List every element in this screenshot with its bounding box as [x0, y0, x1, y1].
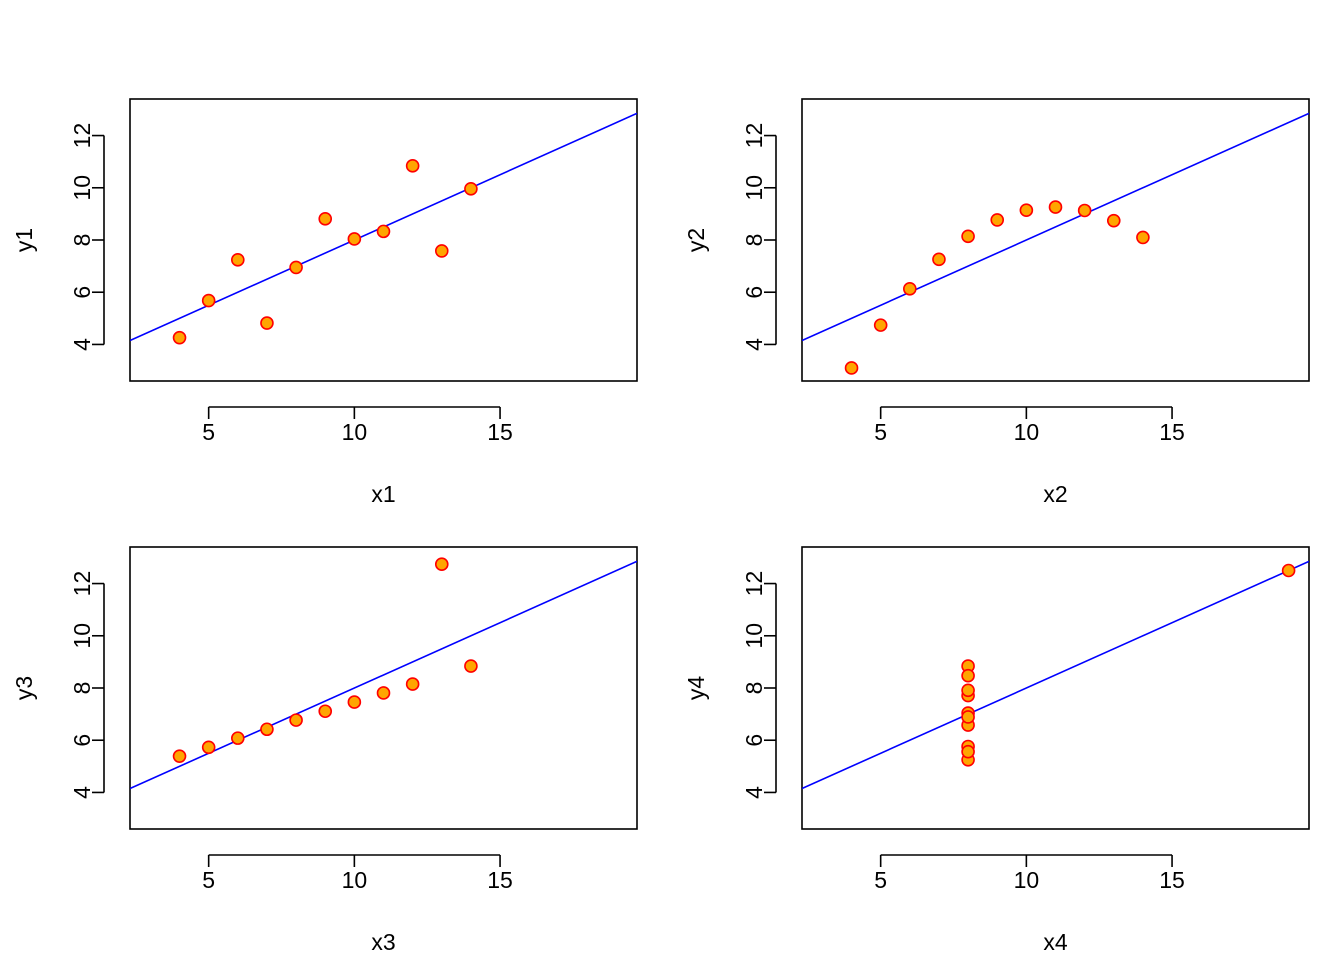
plot-frame	[129, 546, 638, 830]
y-tick-label: 10	[741, 175, 767, 201]
data-point	[1048, 200, 1063, 214]
data-point	[961, 683, 975, 698]
data-point	[903, 282, 917, 296]
y-axis-label: y4	[683, 676, 709, 701]
x-tick-label: 5	[874, 867, 887, 893]
data-point	[961, 229, 975, 244]
data-point	[318, 212, 333, 226]
data-point	[844, 361, 859, 375]
x-tick-label: 5	[874, 419, 887, 445]
data-point	[376, 224, 391, 239]
x-tick-label: 5	[202, 419, 215, 445]
y-tick-label: 10	[69, 175, 95, 201]
x-tick-label: 10	[342, 419, 368, 445]
data-point	[961, 668, 975, 683]
regression-line	[130, 560, 637, 790]
data-point	[172, 330, 187, 345]
data-point	[434, 557, 449, 572]
y-axis-label: y2	[683, 228, 709, 252]
x-axis-label: x2	[1043, 481, 1067, 507]
data-point	[873, 318, 888, 332]
data-point	[260, 316, 274, 330]
x-tick-label: 15	[1159, 419, 1185, 445]
x-axis-label: x4	[1043, 929, 1068, 955]
y-tick-label: 8	[741, 682, 767, 695]
y-tick-label: 4	[741, 786, 767, 799]
y-tick-label: 12	[69, 123, 95, 149]
chart-panel-3: 5 10 15 4 6 8 10 12 x3 y3	[11, 546, 638, 955]
data-point	[289, 260, 303, 275]
x-tick-label: 15	[487, 867, 513, 893]
data-point	[434, 244, 449, 258]
y-tick-label: 12	[741, 571, 767, 597]
y-tick-label: 12	[69, 571, 95, 597]
x-tick-label: 10	[1014, 867, 1040, 893]
plot-frame	[801, 98, 1310, 382]
y-tick-label: 12	[741, 123, 767, 149]
data-point	[1106, 213, 1121, 228]
data-point	[464, 182, 478, 196]
data-point	[405, 159, 420, 173]
x-axis-label: x1	[371, 481, 395, 507]
data-point	[201, 293, 216, 308]
data-point	[932, 252, 946, 267]
x-axis-label: x3	[371, 929, 395, 955]
y-tick-label: 10	[69, 623, 95, 649]
y-tick-label: 6	[741, 734, 767, 747]
data-point	[172, 749, 187, 763]
y-axis-label: y1	[11, 228, 37, 252]
data-point	[201, 740, 216, 755]
data-point	[231, 253, 245, 267]
data-point	[464, 659, 478, 673]
chart-panel-1: 5 10 15 4 6 8 10 12 x1 y1	[11, 98, 638, 507]
chart-panel-2: 5 10 15 4 6 8 10 12 x2 y2	[683, 98, 1310, 507]
y-tick-label: 6	[741, 286, 767, 299]
data-point	[347, 232, 362, 246]
data-point	[260, 722, 274, 737]
y-tick-label: 4	[69, 338, 95, 351]
y-tick-label: 6	[69, 734, 95, 747]
x-tick-label: 10	[342, 867, 368, 893]
y-axis-label: y3	[11, 676, 37, 700]
data-point	[990, 213, 1005, 227]
y-tick-label: 4	[69, 786, 95, 799]
x-tick-label: 5	[202, 867, 215, 893]
data-point	[231, 731, 245, 745]
data-point	[1281, 563, 1296, 578]
data-point	[347, 695, 362, 709]
data-point	[289, 713, 303, 727]
data-point	[1077, 203, 1092, 218]
data-point	[405, 677, 420, 691]
x-tick-label: 10	[1014, 419, 1040, 445]
x-tick-label: 15	[1159, 867, 1185, 893]
data-point	[961, 710, 975, 724]
data-point	[376, 686, 391, 700]
plot-frame	[129, 98, 638, 382]
data-point	[1136, 230, 1150, 245]
x-tick-label: 15	[487, 419, 513, 445]
data-point	[961, 744, 975, 759]
y-tick-label: 6	[69, 286, 95, 299]
y-tick-label: 8	[69, 234, 95, 247]
regression-line	[802, 112, 1309, 342]
y-tick-label: 8	[741, 234, 767, 247]
regression-line	[802, 560, 1309, 790]
y-tick-label: 10	[741, 623, 767, 649]
y-tick-label: 4	[741, 338, 767, 351]
plot-frame	[801, 546, 1310, 830]
data-point	[318, 704, 333, 719]
y-tick-label: 8	[69, 682, 95, 695]
data-point	[1019, 203, 1034, 218]
chart-panel-4: 5 10 15 4 6 8 10 12 x4 y4	[683, 546, 1310, 955]
